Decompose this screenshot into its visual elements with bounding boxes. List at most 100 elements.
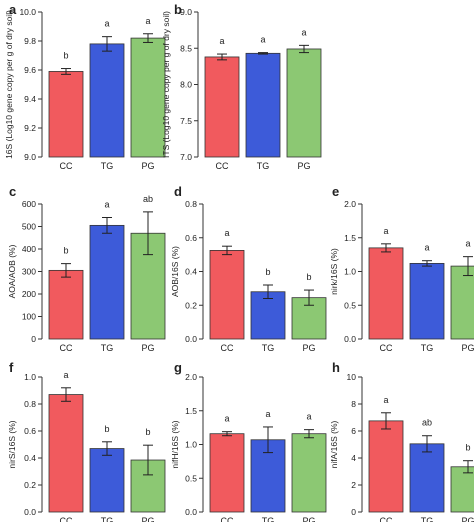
panel-label: h	[332, 360, 340, 375]
y-tick-label: 1.0	[185, 440, 197, 450]
x-tick-label: TG	[262, 343, 275, 353]
panel-d: d 0.0 0.2 0.4 0.6 0.8 AOB/16S (%) a CC b TG b PG	[170, 184, 327, 353]
y-axis-title: nifA/16S (%)	[329, 420, 339, 468]
y-tick-label: 0.6	[185, 233, 197, 243]
x-tick-label: CC	[60, 343, 73, 353]
significance-letter: a	[63, 370, 68, 380]
significance-letter: a	[301, 27, 306, 37]
y-tick-label: 1.5	[185, 406, 197, 416]
bar-pg	[286, 48, 322, 158]
panel-h: h 0 2 4 6 8 10 nifA/16S (%) a CC ab TG b PG	[329, 360, 474, 522]
x-tick-label: PG	[141, 343, 154, 353]
panel-label: c	[9, 184, 16, 199]
y-tick-label: 10.0	[19, 7, 36, 17]
significance-letter: b	[63, 246, 68, 256]
bar-tg	[89, 448, 125, 513]
y-tick-label: 1.5	[344, 233, 356, 243]
x-tick-label: CC	[221, 516, 234, 522]
bar-pg	[291, 297, 327, 340]
y-tick-label: 0.0	[24, 507, 36, 517]
significance-letter: b	[265, 267, 270, 277]
panel-e: e 0.0 0.5 1.0 1.5 2.0 nirk/16S (%) a CC a TG a PG	[329, 184, 474, 353]
significance-letter: a	[145, 16, 150, 26]
significance-letter: b	[145, 427, 150, 437]
y-axis-title: nirk/16S (%)	[329, 248, 339, 295]
y-tick-label: 0.5	[344, 300, 356, 310]
y-tick-label: 9.0	[180, 7, 192, 17]
bar-cc	[48, 71, 84, 158]
y-tick-label: 7.5	[180, 116, 192, 126]
y-tick-label: 0.0	[344, 334, 356, 344]
y-tick-label: 0.2	[185, 300, 197, 310]
significance-letter: a	[383, 395, 388, 405]
y-tick-label: 10	[347, 372, 357, 382]
significance-letter: a	[424, 243, 429, 253]
x-tick-label: PG	[141, 161, 154, 171]
y-tick-label: 400	[22, 244, 36, 254]
y-tick-label: 4	[351, 453, 356, 463]
bar-cc	[368, 420, 404, 513]
y-tick-label: 0.5	[185, 473, 197, 483]
significance-letter: a	[383, 226, 388, 236]
x-tick-label: CC	[60, 161, 73, 171]
significance-letter: a	[224, 414, 229, 424]
bar-pg	[130, 37, 166, 158]
panel-g: g 0.0 0.5 1.0 1.5 2.0 nifH/16S (%) a CC a TG a PG	[170, 360, 327, 522]
y-tick-label: 0.0	[185, 507, 197, 517]
bar-tg	[409, 443, 445, 513]
x-tick-label: CC	[216, 161, 229, 171]
significance-letter: a	[104, 19, 109, 29]
y-tick-label: 200	[22, 289, 36, 299]
bar-pg	[291, 433, 327, 513]
panel-label: b	[174, 2, 182, 17]
panel-f: f 0.0 0.2 0.4 0.6 0.8 1.0 nirS/16S (%) a CC b TG b PG	[7, 360, 166, 522]
y-tick-label: 8.0	[180, 80, 192, 90]
x-tick-label: CC	[60, 516, 73, 522]
x-tick-label: PG	[461, 516, 474, 522]
x-tick-label: CC	[380, 516, 393, 522]
panel-b: b 7.0 7.5 8.0 8.5 9.0 ITS (Log10 gene copy per…	[161, 2, 322, 171]
y-tick-label: 9.0	[24, 152, 36, 162]
bar-cc	[209, 250, 245, 340]
y-tick-label: 100	[22, 312, 36, 322]
bar-cc	[204, 56, 240, 158]
y-tick-label: 9.2	[24, 123, 36, 133]
y-tick-label: 0	[31, 334, 36, 344]
y-tick-label: 0.8	[185, 199, 197, 209]
x-tick-label: TG	[101, 516, 114, 522]
y-tick-label: 300	[22, 267, 36, 277]
significance-letter: a	[306, 412, 311, 422]
y-tick-label: 7.0	[180, 152, 192, 162]
x-tick-label: CC	[221, 343, 234, 353]
bar-cc	[48, 394, 84, 513]
panel-c: c 0 100 200 300 400 500 600 AOA/AOB (%) b CC a TG ab P…	[7, 184, 166, 353]
panel-label: e	[332, 184, 339, 199]
y-tick-label: 0.4	[24, 453, 36, 463]
y-axis-title: AOB/16S (%)	[170, 246, 180, 297]
y-tick-label: 0.8	[24, 399, 36, 409]
y-tick-label: 6	[351, 426, 356, 436]
bar-tg	[89, 224, 125, 340]
y-tick-label: 8	[351, 399, 356, 409]
y-axis-title: 16S (Log10 gene copy per g of dry soil)	[4, 10, 14, 159]
y-axis-title: nirS/16S (%)	[7, 420, 17, 468]
y-tick-label: 9.8	[24, 36, 36, 46]
bar-pg	[450, 265, 474, 340]
significance-letter: b	[306, 272, 311, 282]
y-tick-label: 9.6	[24, 65, 36, 75]
x-tick-label: TG	[421, 343, 434, 353]
significance-letter: b	[465, 443, 470, 453]
y-tick-label: 0.2	[24, 480, 36, 490]
y-tick-label: 2.0	[185, 372, 197, 382]
y-tick-label: 2.0	[344, 199, 356, 209]
significance-letter: b	[104, 424, 109, 434]
y-axis-title: AOA/AOB (%)	[7, 244, 17, 298]
significance-letter: a	[465, 239, 470, 249]
bar-tg	[409, 262, 445, 340]
y-tick-label: 0.4	[185, 267, 197, 277]
significance-letter: a	[260, 35, 265, 45]
bar-cc	[48, 269, 84, 340]
bar-tg	[250, 291, 286, 340]
x-tick-label: TG	[421, 516, 434, 522]
significance-letter: a	[104, 200, 109, 210]
